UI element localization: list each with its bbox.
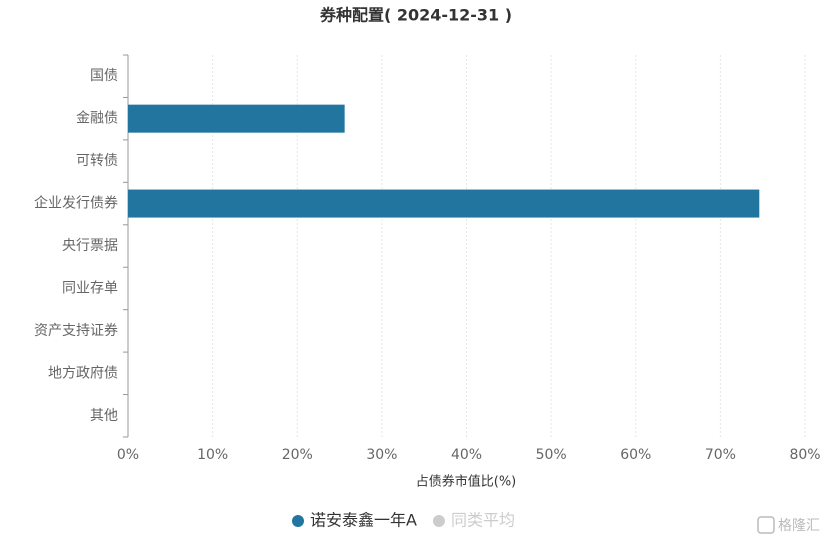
y-tick-label: 可转债 bbox=[76, 153, 118, 169]
x-tick-label: 20% bbox=[282, 447, 313, 463]
x-axis-label: 占债券市值比(%) bbox=[416, 474, 517, 490]
x-tick-label: 40% bbox=[451, 447, 482, 463]
y-tick-label: 金融债 bbox=[76, 111, 118, 127]
y-tick-label: 国债 bbox=[90, 68, 118, 84]
x-tick-label: 30% bbox=[366, 447, 397, 463]
legend-marker bbox=[292, 515, 304, 527]
y-tick-label: 央行票据 bbox=[62, 238, 118, 254]
x-tick-label: 60% bbox=[620, 447, 651, 463]
legend-marker bbox=[432, 515, 445, 527]
x-tick-label: 0% bbox=[117, 447, 139, 463]
watermark-icon bbox=[757, 516, 775, 534]
y-tick-label: 同业存单 bbox=[62, 280, 118, 296]
bar bbox=[128, 189, 760, 218]
legend-label[interactable]: 诺安泰鑫一年A bbox=[310, 511, 417, 530]
bar bbox=[128, 104, 345, 133]
watermark-logo: 格隆汇 bbox=[757, 516, 820, 534]
x-tick-label: 80% bbox=[789, 447, 820, 463]
y-tick-label: 其他 bbox=[90, 408, 118, 424]
chart-title: 券种配置( 2024-12-31 ) bbox=[319, 6, 512, 25]
x-tick-label: 10% bbox=[197, 447, 228, 463]
y-tick-label: 资产支持证券 bbox=[34, 323, 118, 339]
y-tick-label: 地方政府债 bbox=[48, 365, 118, 381]
x-tick-label: 70% bbox=[705, 447, 736, 463]
legend-label[interactable]: 同类平均 bbox=[451, 511, 515, 530]
y-tick-label: 企业发行债券 bbox=[34, 195, 118, 212]
x-tick-label: 50% bbox=[536, 447, 567, 463]
watermark-text: 格隆汇 bbox=[778, 518, 820, 534]
